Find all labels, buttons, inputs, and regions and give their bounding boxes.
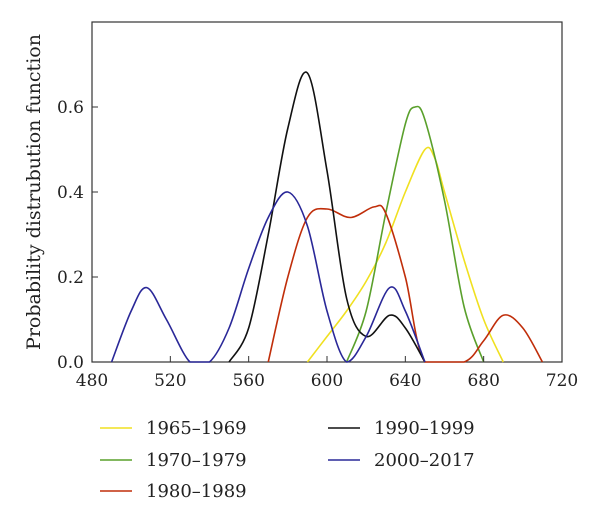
legend-label: 1970–1979 xyxy=(146,450,247,471)
x-tick-label: 680 xyxy=(467,371,499,391)
x-tick-label: 480 xyxy=(76,371,108,391)
y-tick-label: 0.6 xyxy=(57,98,84,118)
legend-label: 1980–1989 xyxy=(146,481,247,502)
y-axis: 0.0 0.2 0.4 0.6 xyxy=(57,98,98,373)
x-tick-label: 600 xyxy=(311,371,343,391)
y-tick-label: 0.0 xyxy=(57,353,84,373)
x-axis: 480 520 560 600 640 680 720 xyxy=(76,356,578,391)
x-tick-label: 720 xyxy=(546,371,578,391)
series-line-1970–1979 xyxy=(345,105,485,363)
legend-label: 2000–2017 xyxy=(374,450,475,471)
y-tick-label: 0.2 xyxy=(57,268,84,288)
legend-label: 1990–1999 xyxy=(374,418,475,439)
series-line-1980–1989 xyxy=(267,204,544,363)
x-tick-label: 560 xyxy=(232,371,264,391)
y-tick-label: 0.4 xyxy=(57,183,84,203)
y-axis-label: Probability distrubution function xyxy=(23,34,45,350)
series-layer xyxy=(110,71,544,363)
series-line-2000–2017 xyxy=(110,191,426,363)
x-tick-label: 640 xyxy=(389,371,421,391)
legend: 1965–1969 1970–1979 1980–1989 1990–1999 2000… xyxy=(100,418,475,502)
series-line-1965–1969 xyxy=(306,146,504,363)
series-line-1990–1999 xyxy=(228,71,426,363)
legend-label: 1965–1969 xyxy=(146,418,247,439)
x-tick-label: 520 xyxy=(154,371,186,391)
